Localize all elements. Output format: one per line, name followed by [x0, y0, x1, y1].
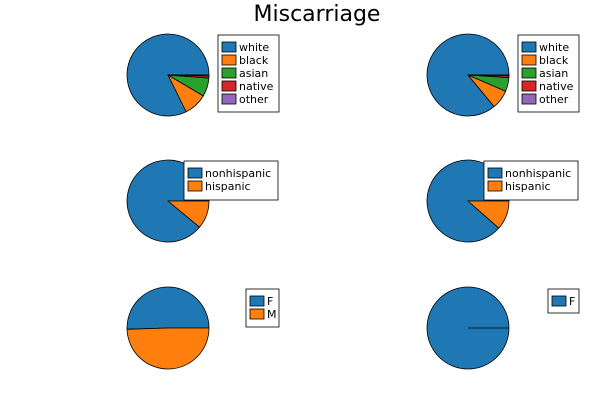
legend-label-F: F	[569, 295, 575, 308]
legend-label-white: white	[539, 41, 569, 54]
legend-box	[245, 288, 280, 328]
legend-swatch-black	[221, 54, 237, 66]
legend-swatch-F	[249, 295, 265, 307]
legend-swatch-nonhispanic	[487, 167, 503, 179]
legend-label-hispanic: hispanic	[205, 180, 251, 193]
legend-label-hispanic: hispanic	[505, 180, 551, 193]
pie-slice-F	[126, 286, 210, 330]
legend-label-F: F	[267, 295, 273, 308]
legend-swatch-hispanic	[487, 180, 503, 192]
legend-label-white: white	[239, 41, 269, 54]
pie-bottom-right	[426, 286, 510, 370]
legend-swatch-other	[521, 93, 537, 105]
legend-label-M: M	[267, 308, 277, 321]
legend-label-other: other	[239, 93, 269, 106]
legend-swatch-native	[221, 80, 237, 92]
legend-label-nonhispanic: nonhispanic	[505, 167, 571, 180]
legend-box	[483, 160, 579, 201]
pie-slice-hispanic	[167, 200, 210, 228]
legend-swatch-F	[551, 295, 567, 307]
legend-swatch-white	[221, 41, 237, 53]
legend-label-nonhispanic: nonhispanic	[205, 167, 271, 180]
legend-label-black: black	[239, 54, 269, 67]
legend-label-black: black	[539, 54, 569, 67]
legend-label-other: other	[539, 93, 569, 106]
legend-bottom-left: FM	[245, 288, 280, 328]
legend-swatch-asian	[221, 67, 237, 79]
legend-swatch-black	[521, 54, 537, 66]
chart-title: Miscarriage	[254, 2, 381, 27]
legend-label-native: native	[239, 80, 274, 93]
pie-slice-hispanic	[467, 200, 510, 229]
pie-bottom-left	[126, 286, 210, 370]
legend-label-asian: asian	[239, 67, 268, 80]
pie-top-right	[426, 33, 510, 117]
legend-swatch-nonhispanic	[187, 167, 203, 179]
legend-swatch-hispanic	[187, 180, 203, 192]
legend-swatch-asian	[521, 67, 537, 79]
legend-bottom-right: F	[547, 288, 580, 314]
pie-slice-other	[467, 74, 510, 77]
legend-swatch-native	[521, 80, 537, 92]
legend-box	[183, 160, 279, 201]
pie-top-left	[126, 33, 210, 117]
pie-slice-other	[167, 74, 210, 77]
legend-swatch-other	[221, 93, 237, 105]
legend-swatch-M	[249, 308, 265, 320]
legend-label-asian: asian	[539, 67, 568, 80]
legend-label-native: native	[539, 80, 574, 93]
pie-slice-M	[126, 327, 210, 370]
legend-swatch-white	[521, 41, 537, 53]
